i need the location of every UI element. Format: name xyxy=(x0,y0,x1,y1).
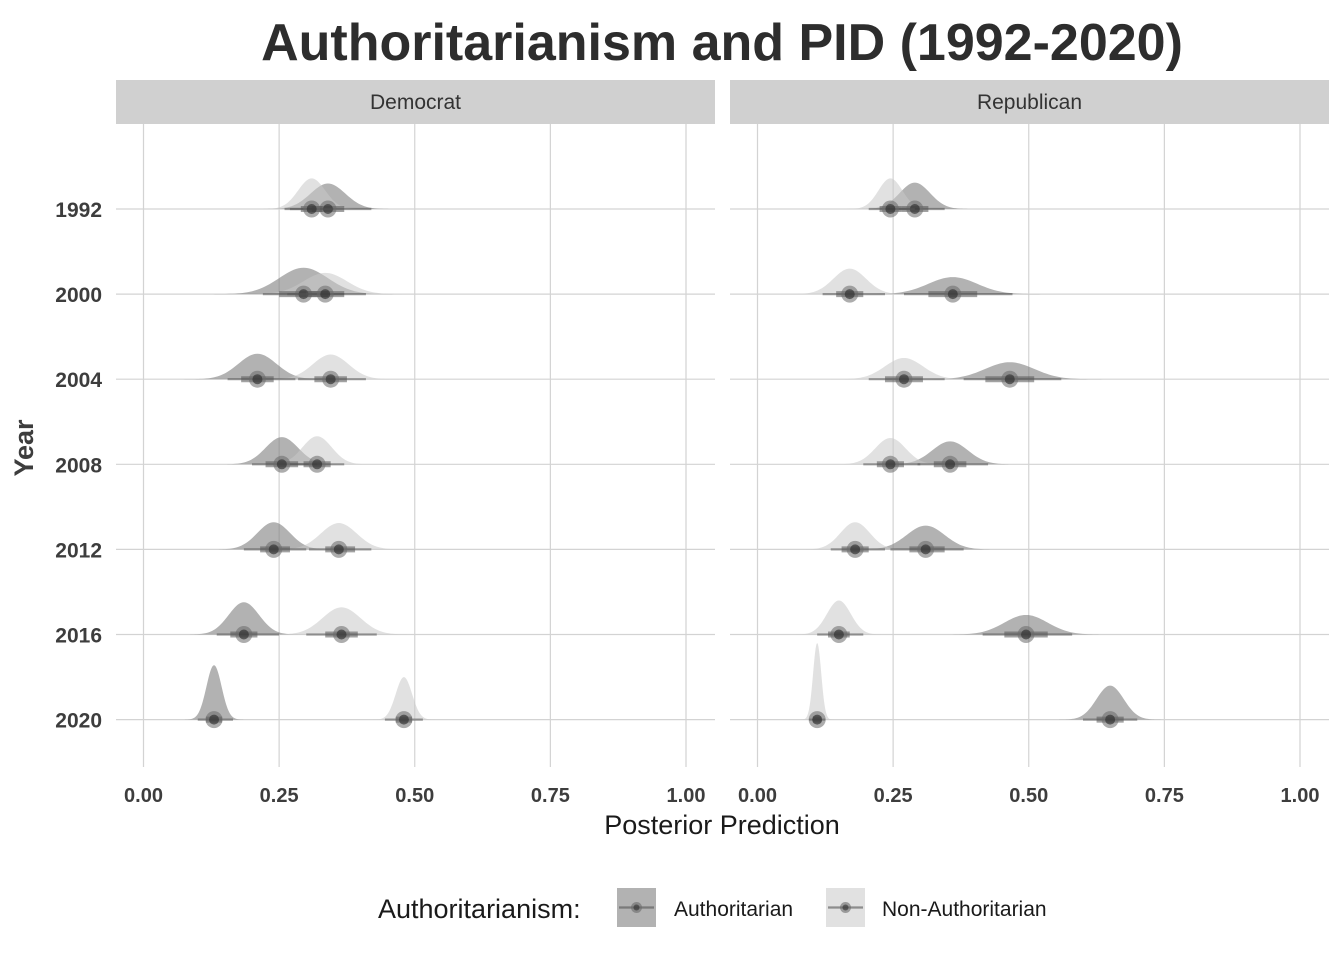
median-core-nonauth-2016 xyxy=(336,629,347,640)
x-tick-label: 0.75 xyxy=(531,785,570,807)
median-core-auth-2016 xyxy=(1021,629,1032,640)
legend-point-core xyxy=(633,904,640,911)
legend-key-auth xyxy=(617,888,656,927)
panel-democrat: Democrat 0.00 0.25 0.50 0.75 1.00 xyxy=(116,80,715,807)
median-core-auth-2012 xyxy=(920,544,931,555)
median-core-auth-2008 xyxy=(276,459,287,470)
median-core-auth-2000 xyxy=(947,289,958,300)
median-core-nonauth-2012 xyxy=(850,544,861,555)
x-tick-label: 0.50 xyxy=(1009,785,1048,807)
x-tick-label: 0.00 xyxy=(124,785,163,807)
density-auth-2016 xyxy=(939,614,1113,635)
median-core-nonauth-2016 xyxy=(833,629,844,640)
density-nonauth-2020 xyxy=(800,643,834,720)
facet-panels: Democrat 0.00 0.25 0.50 0.75 1.00 Republican 0.… xyxy=(55,80,1329,807)
density-nonauth-2000 xyxy=(784,268,915,295)
facet-strip xyxy=(116,80,715,124)
x-tick-label: 1.00 xyxy=(1281,785,1320,807)
density-auth-2000 xyxy=(205,267,402,295)
density-auth-2012 xyxy=(208,522,339,550)
x-tick-label: 0.25 xyxy=(260,785,299,807)
density-auth-2004 xyxy=(912,362,1108,380)
density-nonauth-2016 xyxy=(791,600,887,635)
legend-point-core xyxy=(842,904,849,911)
density-nonauth-1992 xyxy=(842,178,939,209)
density-nonauth-2012 xyxy=(796,522,914,550)
density-auth-2004 xyxy=(181,353,334,380)
x-tick-label: 1.00 xyxy=(667,785,706,807)
median-core-auth-2016 xyxy=(238,629,249,640)
x-tick-label: 0.50 xyxy=(395,785,434,807)
facet-strip-label: Democrat xyxy=(370,91,461,114)
density-nonauth-2000 xyxy=(238,272,413,295)
density-nonauth-2004 xyxy=(259,354,403,380)
x-tick-label: 0.25 xyxy=(874,785,913,807)
density-nonauth-2004 xyxy=(828,357,980,380)
facet-strip-label: Republican xyxy=(977,91,1082,114)
density-nonauth-2020 xyxy=(371,677,437,720)
median-core-nonauth-2020 xyxy=(812,714,823,725)
y-tick-label: 2004 xyxy=(55,369,102,392)
density-auth-1992 xyxy=(854,182,976,209)
legend-title: Authoritarianism: xyxy=(378,894,581,924)
density-nonauth-1992 xyxy=(257,178,366,209)
panel-republican: Republican 0.00 0.25 0.50 0.75 1.00 xyxy=(730,80,1329,807)
chart-title: Authoritarianism and PID (1992-2020) xyxy=(261,14,1183,72)
density-auth-2012 xyxy=(849,525,1002,550)
y-tick-label: 2012 xyxy=(55,539,102,562)
density-auth-2016 xyxy=(183,602,305,635)
median-core-nonauth-2004 xyxy=(898,374,909,385)
y-tick-label: 2016 xyxy=(55,625,102,648)
density-auth-2008 xyxy=(216,437,347,465)
x-axis-title: Posterior Prediction xyxy=(604,810,840,840)
density-auth-2020 xyxy=(183,665,245,720)
density-nonauth-2008 xyxy=(829,437,952,465)
median-core-nonauth-2008 xyxy=(885,459,896,470)
density-auth-2008 xyxy=(878,441,1022,465)
median-core-auth-2004 xyxy=(252,374,263,385)
median-core-nonauth-2008 xyxy=(312,459,323,470)
median-core-nonauth-2000 xyxy=(844,289,855,300)
x-tick-label: 0.75 xyxy=(1145,785,1184,807)
median-core-nonauth-1992 xyxy=(885,204,896,214)
legend-key-nonauth xyxy=(826,888,865,927)
y-tick-label: 2008 xyxy=(55,454,102,477)
y-axis-title: Year xyxy=(9,419,39,477)
y-tick-label: 1992 xyxy=(55,199,102,222)
median-core-nonauth-2004 xyxy=(325,374,336,385)
median-core-nonauth-1992 xyxy=(306,204,317,214)
median-core-auth-2020 xyxy=(1105,714,1116,725)
x-tick-label: 0.00 xyxy=(738,785,777,807)
density-nonauth-2016 xyxy=(265,607,418,635)
median-core-auth-2012 xyxy=(268,544,279,555)
legend-label-nonauth: Non-Authoritarian xyxy=(882,898,1047,921)
density-nonauth-2012 xyxy=(267,523,411,550)
facet-strip xyxy=(730,80,1329,124)
median-core-nonauth-2012 xyxy=(333,544,344,555)
median-core-auth-2008 xyxy=(945,459,956,470)
y-tick-label: 2020 xyxy=(55,710,102,733)
median-core-nonauth-2000 xyxy=(320,289,331,300)
median-core-nonauth-2020 xyxy=(398,714,409,725)
y-tick-label: 2000 xyxy=(55,284,102,307)
legend-label-auth: Authoritarian xyxy=(674,898,793,921)
legend: Authoritarianism: Authoritarian Non-Author… xyxy=(378,888,1047,927)
median-core-auth-2020 xyxy=(209,714,220,725)
median-core-auth-2004 xyxy=(1004,374,1015,385)
density-auth-2020 xyxy=(1055,685,1165,720)
density-nonauth-2008 xyxy=(258,436,376,465)
